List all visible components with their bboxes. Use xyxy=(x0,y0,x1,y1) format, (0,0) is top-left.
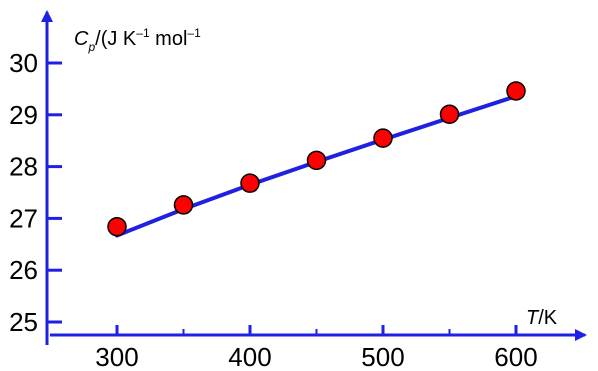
y-axis-exp1: –1 xyxy=(136,26,150,40)
y-tick-label: 27 xyxy=(9,203,38,233)
data-point xyxy=(240,173,260,193)
data-point xyxy=(306,150,327,171)
data-point xyxy=(173,195,194,215)
y-tick-label: 30 xyxy=(9,48,38,78)
y-axis-ticks: 25 26 27 28 29 30 xyxy=(9,48,62,337)
x-axis-ticks: 300 400 500 600 xyxy=(95,325,538,371)
x-tick-label: 300 xyxy=(95,342,138,371)
y-axis-unit-mid: mol xyxy=(150,28,188,50)
y-axis-unit-open: /(J K xyxy=(95,28,137,50)
data-point xyxy=(373,128,393,148)
x-axis-symbol: T xyxy=(526,307,540,329)
axes xyxy=(41,10,587,345)
y-tick-label: 25 xyxy=(9,307,38,337)
y-axis-subscript: p xyxy=(87,40,95,54)
data-point xyxy=(506,81,526,101)
x-tick-label: 400 xyxy=(228,342,271,371)
data-point xyxy=(107,216,127,237)
y-tick-label: 28 xyxy=(9,152,38,182)
data-points-layer xyxy=(107,81,526,237)
data-point xyxy=(439,104,460,125)
x-tick-label: 600 xyxy=(494,342,537,371)
x-axis-unit: /K xyxy=(538,307,558,329)
x-axis-title: T/K xyxy=(526,307,558,329)
y-axis-title: Cp/(J K–1 mol–1 xyxy=(74,26,201,54)
y-tick-label: 29 xyxy=(9,100,38,130)
x-tick-label: 500 xyxy=(361,342,404,371)
y-axis-exp2: –1 xyxy=(187,26,201,40)
y-tick-label: 26 xyxy=(9,255,38,285)
y-axis-symbol: C xyxy=(74,28,89,50)
